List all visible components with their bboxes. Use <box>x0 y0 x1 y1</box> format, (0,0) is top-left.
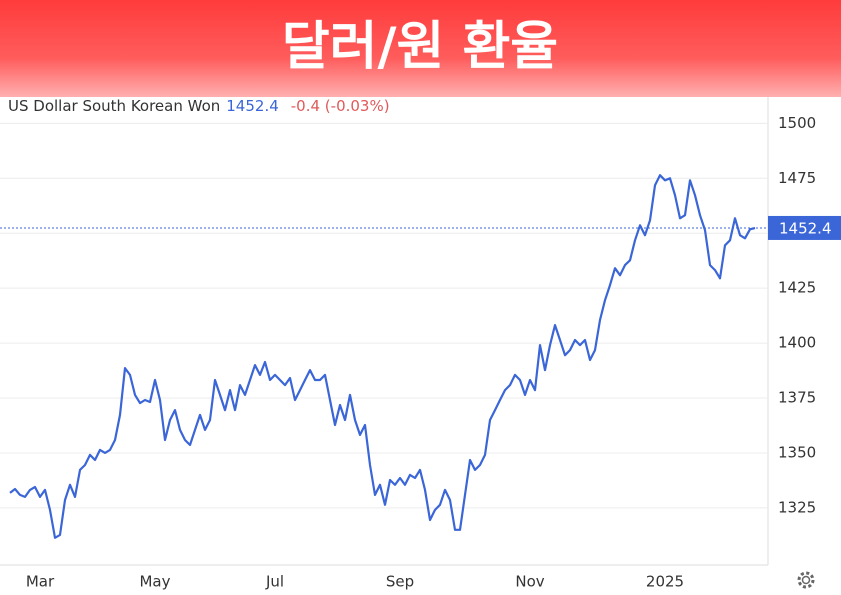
y-tick-label: 1400 <box>778 334 816 352</box>
x-tick-label: Nov <box>515 573 544 591</box>
settings-icon[interactable] <box>797 571 815 589</box>
x-tick-label: May <box>139 573 170 591</box>
change: -0.4 (-0.03%) <box>291 97 390 115</box>
header-band <box>0 0 841 97</box>
legend: US Dollar South Korean Won 1452.4 -0.4 (-0… <box>8 97 390 115</box>
y-tick-label: 1350 <box>778 443 816 461</box>
y-tick-label: 1375 <box>778 389 816 407</box>
y-tick-label: 1475 <box>778 169 816 187</box>
y-tick-label: 1325 <box>778 498 816 516</box>
x-tick-label: Sep <box>386 573 414 591</box>
last-value-tag <box>768 215 841 240</box>
price-line <box>9 174 756 539</box>
last-value-tag-label: 1452.4 <box>779 219 832 237</box>
last-value: 1452.4 <box>226 97 279 115</box>
x-tick-label: Jul <box>265 573 284 591</box>
x-tick-label: 2025 <box>646 573 684 591</box>
x-tick-label: Mar <box>26 573 55 591</box>
header-title: 달러/원 환율 <box>282 17 558 77</box>
y-tick-label: 1425 <box>778 279 816 297</box>
series-name: US Dollar South Korean Won <box>8 97 220 115</box>
y-tick-label: 1500 <box>778 114 816 132</box>
